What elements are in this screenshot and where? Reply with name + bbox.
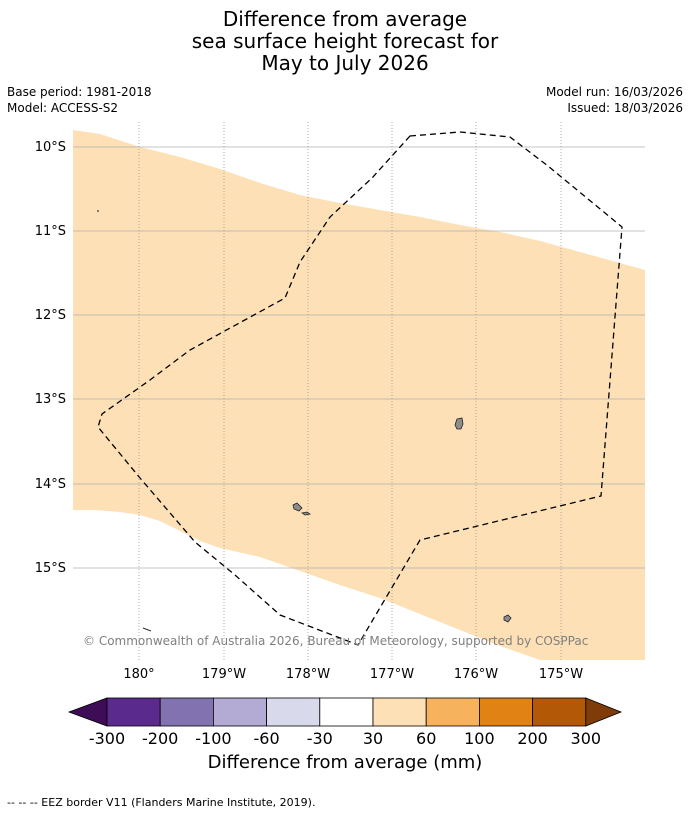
lon-labels: 180° 179°W 178°W 177°W 176°W 175°W — [123, 667, 583, 682]
colorbar-tick-label: -200 — [142, 729, 178, 748]
title-line-3: May to July 2026 — [261, 51, 429, 75]
colorbar-cells — [67, 697, 623, 727]
lon-label-176w: 176°W — [454, 667, 498, 682]
colorbar-tick-label: 300 — [571, 729, 602, 748]
colorbar-cell — [319, 697, 374, 727]
colorbar-ticks: -300 -200 -100 -60 -30 30 60 100 200 300 — [89, 729, 601, 748]
lat-label-14s: 14°S — [35, 477, 66, 492]
meta-left: Base period: 1981-2018 Model: ACCESS-S2 — [7, 84, 152, 116]
map-svg: 10°S 11°S 12°S 13°S 14°S 15°S 180° 179°W… — [35, 122, 645, 682]
island-east — [503, 614, 512, 623]
meta-right: Model run: 16/03/2026 Issued: 18/03/2026 — [546, 84, 683, 116]
lat-label-13s: 13°S — [35, 392, 66, 407]
colorbar-cell — [106, 697, 161, 727]
lat-label-15s: 15°S — [35, 561, 66, 576]
tiny-island — [97, 210, 99, 212]
islands — [292, 417, 512, 623]
lon-label-177w: 177°W — [370, 667, 414, 682]
lat-label-10s: 10°S — [35, 140, 66, 155]
colorbar-cell — [478, 697, 533, 727]
colorbar-extend-high — [585, 697, 623, 727]
base-period: Base period: 1981-2018 — [7, 85, 152, 99]
colorbar-extend-low — [67, 697, 108, 727]
map-panel: 10°S 11°S 12°S 13°S 14°S 15°S 180° 179°W… — [0, 120, 690, 695]
colorbar-cell — [159, 697, 214, 727]
colorbar-cell — [372, 697, 427, 727]
lat-labels: 10°S 11°S 12°S 13°S 14°S 15°S — [35, 140, 66, 576]
title-line-2: sea surface height forecast for — [191, 29, 499, 53]
colorbar-tick-label: -30 — [307, 729, 333, 748]
colorbar-cell — [532, 697, 587, 727]
colorbar-cell — [425, 697, 480, 727]
lat-label-11s: 11°S — [35, 224, 66, 239]
island-alofi — [300, 511, 312, 516]
coast-fragment — [142, 627, 152, 632]
colorbar-tick-label: -300 — [89, 729, 125, 748]
anomaly-band-30-60 — [73, 130, 645, 660]
issued-date: Issued: 18/03/2026 — [567, 101, 683, 115]
lon-label-179w: 179°W — [202, 667, 246, 682]
colorbar-label: Difference from average (mm) — [207, 752, 483, 773]
island-futuna — [292, 502, 303, 512]
colorbar-tick-label: 200 — [517, 729, 548, 748]
colorbar-cell — [266, 697, 321, 727]
lon-label-175w: 175°W — [539, 667, 583, 682]
eez-footnote: -- -- -- EEZ border V11 (Flanders Marine… — [7, 796, 316, 809]
model-run: Model run: 16/03/2026 — [545, 85, 683, 99]
copyright-text: © Commonwealth of Australia 2026, Bureau… — [83, 634, 588, 648]
lon-label-178w: 178°W — [286, 667, 330, 682]
colorbar-cell — [212, 697, 267, 727]
lon-label-180: 180° — [123, 667, 154, 682]
model-name: Model: ACCESS-S2 — [7, 101, 119, 115]
island-wallis — [454, 417, 464, 430]
colorbar-tick-label: 100 — [464, 729, 495, 748]
colorbar-tick-label: 30 — [363, 729, 383, 748]
colorbar-tick-label: 60 — [416, 729, 436, 748]
title-line-1: Difference from average — [222, 7, 468, 31]
colorbar: -300 -200 -100 -60 -30 30 60 100 200 300 — [67, 697, 623, 748]
colorbar-tick-label: -60 — [254, 729, 280, 748]
lat-label-12s: 12°S — [35, 308, 66, 323]
colorbar-tick-label: -100 — [195, 729, 231, 748]
lat-gridlines — [73, 146, 645, 569]
chart-title: Difference from average sea surface heig… — [0, 8, 690, 74]
eez-border — [97, 131, 623, 646]
